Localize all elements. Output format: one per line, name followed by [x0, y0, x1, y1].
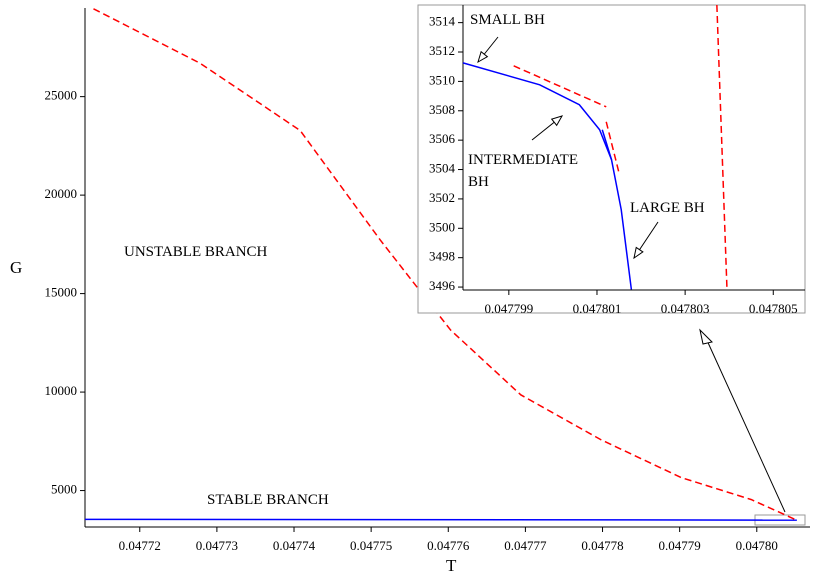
- x-tick-label: 0.04773: [196, 538, 238, 553]
- y-tick-label: 3508: [429, 102, 455, 117]
- annotation: SMALL BH: [470, 12, 545, 28]
- data-line: [84, 518, 797, 521]
- arrow-head: [550, 115, 564, 127]
- y-tick-label: 25000: [45, 88, 78, 103]
- y-tick-label: 3502: [429, 190, 455, 205]
- data-line: [605, 121, 621, 175]
- x-tick-label: 0.04775: [350, 538, 392, 553]
- y-tick-label: 5000: [51, 482, 77, 497]
- x-tick-label: 0.04777: [504, 538, 547, 553]
- y-tick-label: 3514: [429, 14, 456, 29]
- y-tick-label: 3498: [429, 249, 455, 264]
- y-tick-label: 20000: [45, 186, 78, 201]
- x-tick-label: 0.047799: [484, 301, 533, 316]
- annotation: INTERMEDIATE BH: [468, 152, 578, 190]
- x-tick-label: 0.047801: [573, 301, 622, 316]
- annotation: LARGE BH: [630, 200, 705, 216]
- x-tick-label: 0.047803: [661, 301, 710, 316]
- data-line: [601, 129, 613, 160]
- y-tick-label: 3506: [429, 131, 456, 146]
- arrow-head: [633, 246, 644, 260]
- x-tick-label: 0.04779: [659, 538, 701, 553]
- y-tick-label: 3496: [429, 278, 456, 293]
- data-line: [93, 8, 798, 521]
- y-tick-label: 3500: [429, 219, 455, 234]
- x-tick-label: 0.04780: [736, 538, 778, 553]
- data-line: [462, 62, 633, 290]
- y-tick-label: 3512: [429, 43, 455, 58]
- x-tick-label: 0.047805: [749, 301, 798, 316]
- annotation: UNSTABLE BRANCH: [124, 244, 268, 260]
- arrow-head: [477, 50, 489, 64]
- y-tick-label: 15000: [45, 285, 78, 300]
- x-tick-label: 0.04774: [273, 538, 316, 553]
- x-tick-label: 0.04776: [427, 538, 470, 553]
- zoom-arrow: [704, 335, 786, 513]
- data-line: [716, 4, 728, 290]
- annotation: STABLE BRANCH: [207, 492, 329, 508]
- y-tick-label: 10000: [45, 383, 78, 398]
- x-tick-label: 0.04778: [581, 538, 623, 553]
- x-tick-label: 0.04772: [119, 538, 161, 553]
- x-axis-label: T: [446, 556, 457, 575]
- y-tick-label: 3510: [429, 72, 455, 87]
- data-line: [513, 65, 607, 108]
- y-axis-label: G: [10, 258, 23, 277]
- y-tick-label: 3504: [429, 161, 456, 176]
- arrow-head: [699, 328, 713, 345]
